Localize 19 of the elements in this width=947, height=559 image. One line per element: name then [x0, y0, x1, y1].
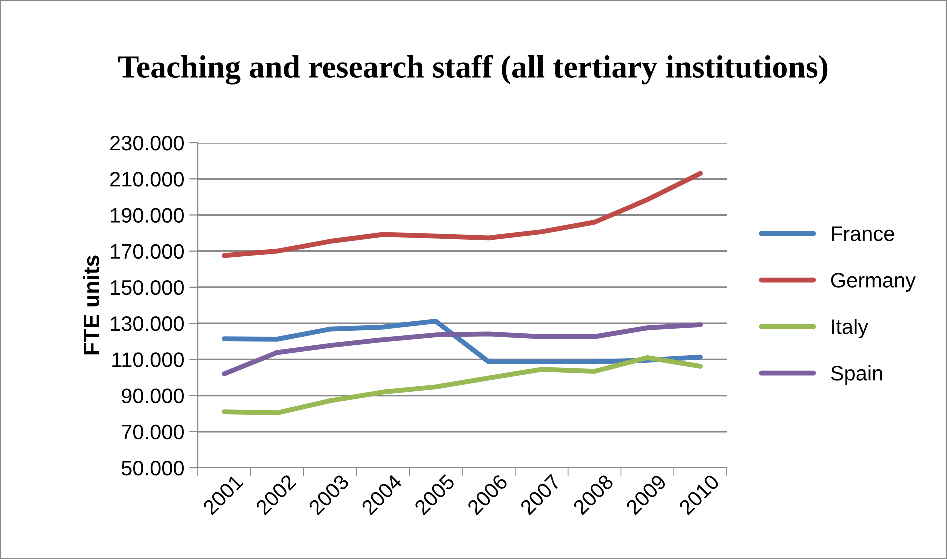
legend-label: Italy: [832, 319, 869, 338]
y-tick-label: 90.000: [122, 388, 184, 404]
line-series: [222, 355, 703, 416]
y-axis-title: FTE units: [83, 256, 100, 355]
y-tick-label: 190.000: [111, 208, 184, 223]
y-tick-label: 230.000: [110, 136, 184, 151]
legend-label: Spain: [831, 366, 882, 385]
y-tick-label: 110.000: [112, 352, 184, 368]
line-series: [222, 322, 703, 377]
y-tick-label: 210.000: [110, 172, 184, 187]
y-tick-label: 150.000: [111, 280, 184, 296]
y-tick-label: 70.000: [122, 424, 184, 440]
y-tick-label: 130.000: [111, 316, 184, 332]
chart-title: Teaching and research staff (all tertiary institutions): [118, 55, 828, 85]
line-series: [222, 171, 703, 258]
y-tick-label: 170.000: [111, 244, 184, 260]
legend-label: Germany: [831, 273, 916, 292]
legend-label: France: [832, 226, 894, 242]
y-tick-label: 50.000: [122, 461, 184, 476]
